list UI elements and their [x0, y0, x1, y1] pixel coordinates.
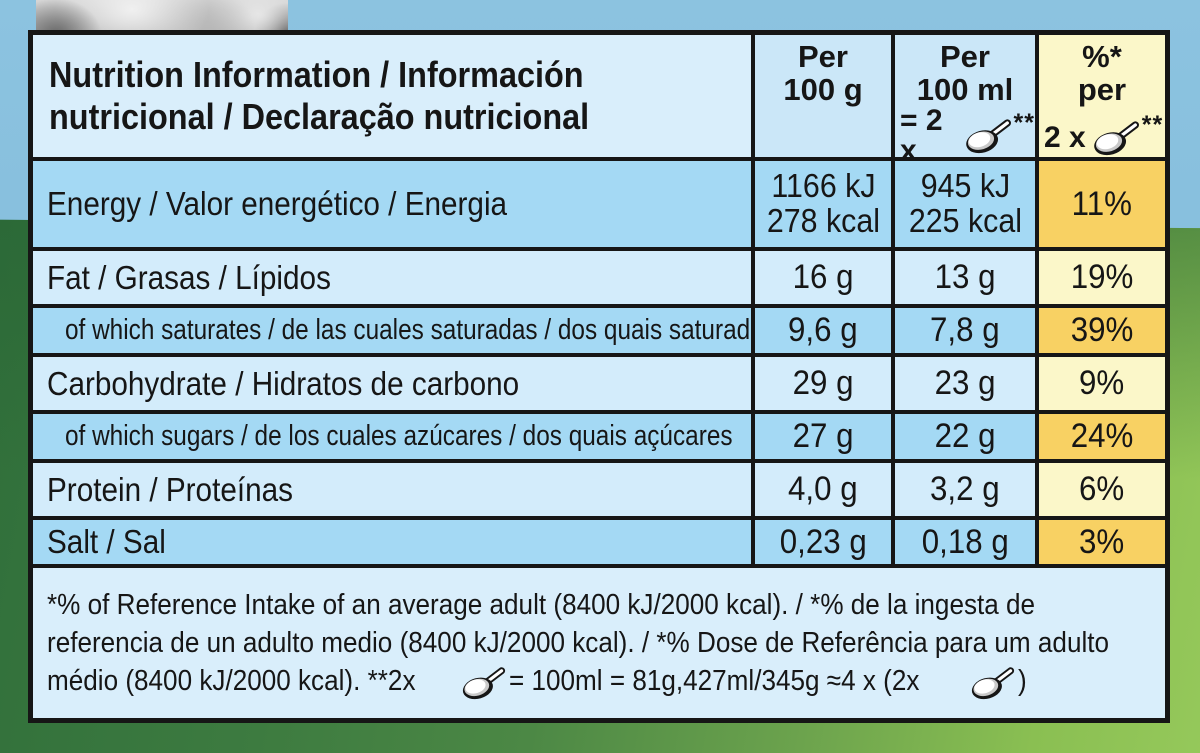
protein-per-100g: 4,0 g: [755, 463, 891, 516]
protein-per-100ml: 3,2 g: [895, 463, 1035, 516]
salt-label: Salt / Sal: [33, 520, 751, 564]
salt-ri-percent: 3%: [1039, 520, 1165, 564]
fat-per-100g: 16 g: [755, 251, 891, 304]
saturates-label: of which saturates / de las cuales satur…: [33, 308, 751, 353]
scoop-icon: [972, 667, 1015, 700]
col-header-per-100g: Per 100 g: [755, 35, 891, 157]
sugars-per-100g: 27 g: [755, 414, 891, 459]
percent-scoop-line: 2 x **: [1039, 112, 1165, 157]
percent-line2: per: [1077, 71, 1127, 107]
table-title-line2: nutricional / Declaração nutricional: [49, 96, 590, 137]
table-title-line1: Nutrition Information / Información: [49, 53, 584, 95]
footnote-line1: *% of Reference Intake of an average adu…: [47, 588, 1036, 621]
scoop-icon: [965, 119, 1011, 154]
energy-per-100g: 1166 kJ 278 kcal: [755, 161, 891, 247]
sugars-per-100ml: 22 g: [895, 414, 1035, 459]
percent-eq: 2 x: [1044, 121, 1086, 154]
carbohydrate-per-100ml: 23 g: [895, 357, 1035, 410]
footnote-line3: médio (8400 kJ/2000 kcal). **2x = 100ml …: [47, 662, 1028, 700]
photo-fragment: [36, 0, 288, 31]
protein-ri-percent: 6%: [1039, 463, 1165, 516]
per-100ml-scoop-line: = 2 x **: [895, 106, 1035, 157]
carbohydrate-label: Carbohydrate / Hidratos de carbono: [33, 357, 751, 410]
nutrition-table: Nutrition Information / Información nutr…: [28, 30, 1170, 723]
per-100ml-line2: 100 ml: [916, 71, 1014, 107]
per-100ml-line1: Per: [940, 39, 990, 74]
energy-label: Energy / Valor energético / Energia: [33, 161, 751, 247]
nutrition-grid: Nutrition Information / Información nutr…: [33, 35, 1165, 718]
fat-per-100ml: 13 g: [895, 251, 1035, 304]
fat-label: Fat / Grasas / Lípidos: [33, 251, 751, 304]
footnote-line2: referencia de un adulto medio (8400 kJ/2…: [47, 626, 1110, 659]
carbohydrate-ri-percent: 9%: [1039, 357, 1165, 410]
percent-stars: **: [1141, 110, 1164, 139]
fat-ri-percent: 19%: [1039, 251, 1165, 304]
energy-per-100ml: 945 kJ 225 kcal: [895, 161, 1035, 247]
scoop-icon: [1093, 121, 1139, 156]
scoop-icon: [463, 667, 506, 700]
carbohydrate-per-100g: 29 g: [755, 357, 891, 410]
saturates-ri-percent: 39%: [1039, 308, 1165, 353]
salt-per-100g: 0,23 g: [755, 520, 891, 564]
protein-label: Protein / Proteínas: [33, 463, 751, 516]
per-100ml-stars: **: [1013, 108, 1035, 137]
table-title: Nutrition Information / Información nutr…: [33, 35, 751, 157]
salt-per-100ml: 0,18 g: [895, 520, 1035, 564]
energy-ri-percent: 11%: [1039, 161, 1165, 247]
per-100g-line1: Per: [798, 39, 848, 74]
per-100g-line2: 100 g: [783, 71, 863, 107]
footnote: *% of Reference Intake of an average adu…: [33, 568, 1165, 718]
per-100ml-eq: = 2 x: [900, 104, 943, 157]
percent-line1: %*: [1082, 39, 1122, 74]
saturates-per-100g: 9,6 g: [755, 308, 891, 353]
col-header-percent: %* per 2 x **: [1039, 35, 1165, 157]
sugars-ri-percent: 24%: [1039, 414, 1165, 459]
saturates-per-100ml: 7,8 g: [895, 308, 1035, 353]
sugars-label: of which sugars / de los cuales azúcares…: [33, 414, 751, 459]
col-header-per-100ml: Per 100 ml = 2 x **: [895, 35, 1035, 157]
